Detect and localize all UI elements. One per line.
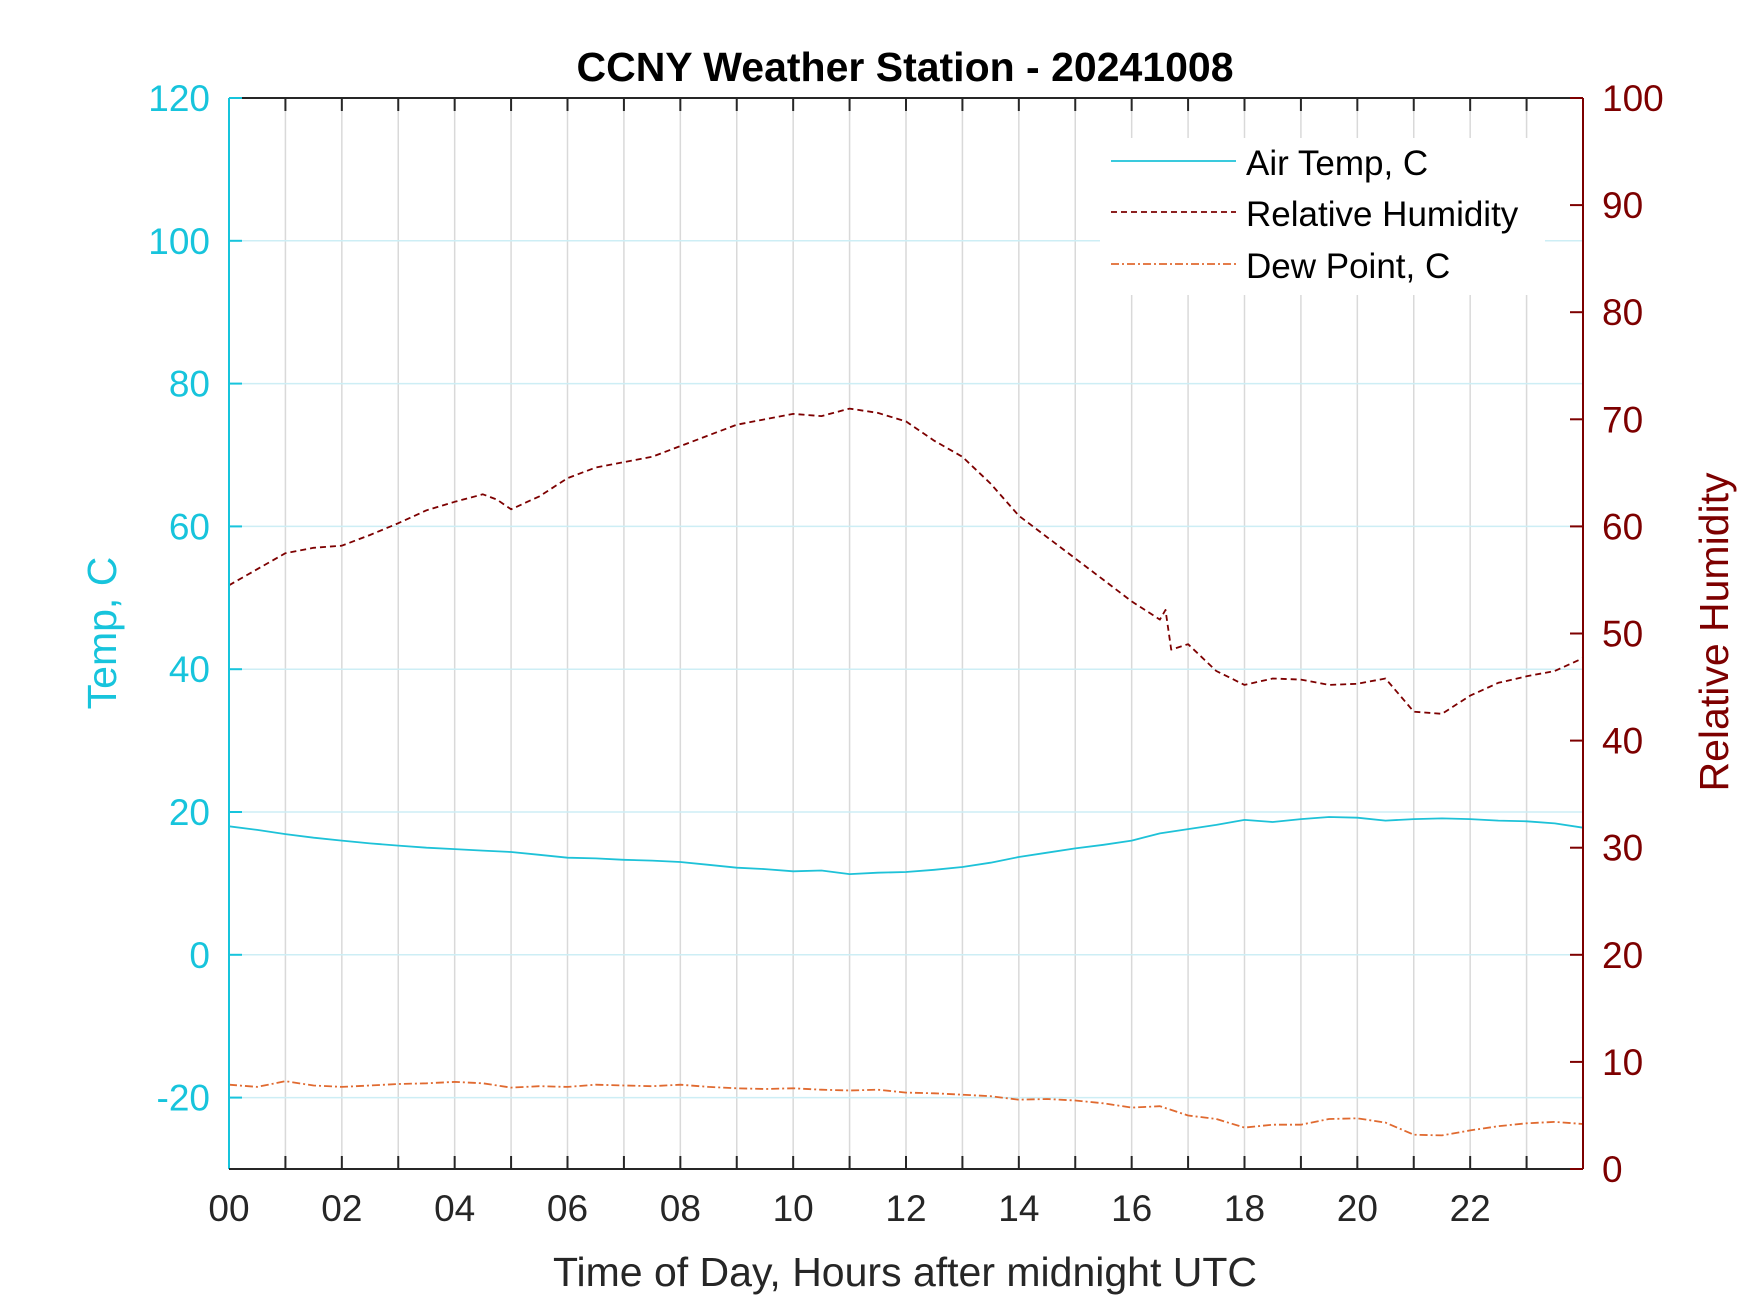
- series-line-air-temp-c: [228, 816, 1584, 875]
- x-tick-label: 14: [998, 1188, 1039, 1229]
- legend-entry-relative-humidity: Relative Humidity: [1111, 195, 1519, 234]
- left-y-tick-label: 20: [169, 792, 210, 833]
- series-line-relative-humidity: [228, 407, 1584, 715]
- right-y-tick-label: 60: [1602, 506, 1643, 547]
- right-y-tick-label: 50: [1602, 614, 1643, 655]
- x-tick-label: 10: [773, 1188, 814, 1229]
- x-tick-label: 22: [1450, 1188, 1491, 1229]
- legend-entry-dew-point: Dew Point, C: [1111, 247, 1450, 286]
- left-y-tick-label: 120: [148, 78, 210, 119]
- series-line-dew-point-c: [228, 1080, 1584, 1137]
- right-y-axis-label: Relative Humidity: [1691, 472, 1737, 791]
- right-y-tick-label: 0: [1602, 1149, 1623, 1190]
- left-y-tick-label: 80: [169, 364, 210, 405]
- grid-lines: [229, 98, 1583, 1169]
- legend-label-air-temp: Air Temp, C: [1246, 144, 1428, 183]
- data-series: [228, 407, 1584, 1137]
- right-y-tick-label: 90: [1602, 185, 1643, 226]
- x-tick-label: 06: [547, 1188, 588, 1229]
- x-tick-label: 02: [321, 1188, 362, 1229]
- x-tick-label: 16: [1111, 1188, 1152, 1229]
- x-tick-label: 12: [885, 1188, 926, 1229]
- x-tick-label: 20: [1337, 1188, 1378, 1229]
- legend-label-relative-humidity: Relative Humidity: [1246, 195, 1519, 234]
- right-y-tick-label: 30: [1602, 828, 1643, 869]
- right-y-tick-label: 70: [1602, 399, 1643, 440]
- left-y-tick-label: 40: [169, 649, 210, 690]
- x-tick-label: 08: [660, 1188, 701, 1229]
- x-tick-label: 00: [208, 1188, 249, 1229]
- x-tick-label: 04: [434, 1188, 475, 1229]
- left-y-tick-label: 0: [189, 935, 210, 976]
- axis-ticks: 00 02 04 06 08 10 12 14 16 18 20 22-200204060801001…: [148, 78, 1663, 1229]
- right-y-tick-label: 40: [1602, 721, 1643, 762]
- legend-entry-air-temp: Air Temp, C: [1111, 144, 1428, 183]
- right-y-tick-label: 100: [1602, 78, 1664, 119]
- legend-box: [1100, 138, 1545, 295]
- x-axis-label: Time of Day, Hours after midnight UTC: [553, 1249, 1257, 1295]
- left-y-tick-label: 100: [148, 221, 210, 262]
- left-y-tick-label: -20: [157, 1078, 210, 1119]
- right-y-tick-label: 20: [1602, 935, 1643, 976]
- x-tick-label: 18: [1224, 1188, 1265, 1229]
- legend: Air Temp, C Relative Humidity Dew Point,…: [1100, 138, 1545, 295]
- right-y-tick-label: 80: [1602, 292, 1643, 333]
- left-y-tick-label: 60: [169, 506, 210, 547]
- right-y-tick-label: 10: [1602, 1042, 1643, 1083]
- chart-title: CCNY Weather Station - 20241008: [576, 44, 1233, 90]
- legend-label-dew-point: Dew Point, C: [1246, 247, 1450, 286]
- left-y-axis-label: Temp, C: [79, 557, 125, 710]
